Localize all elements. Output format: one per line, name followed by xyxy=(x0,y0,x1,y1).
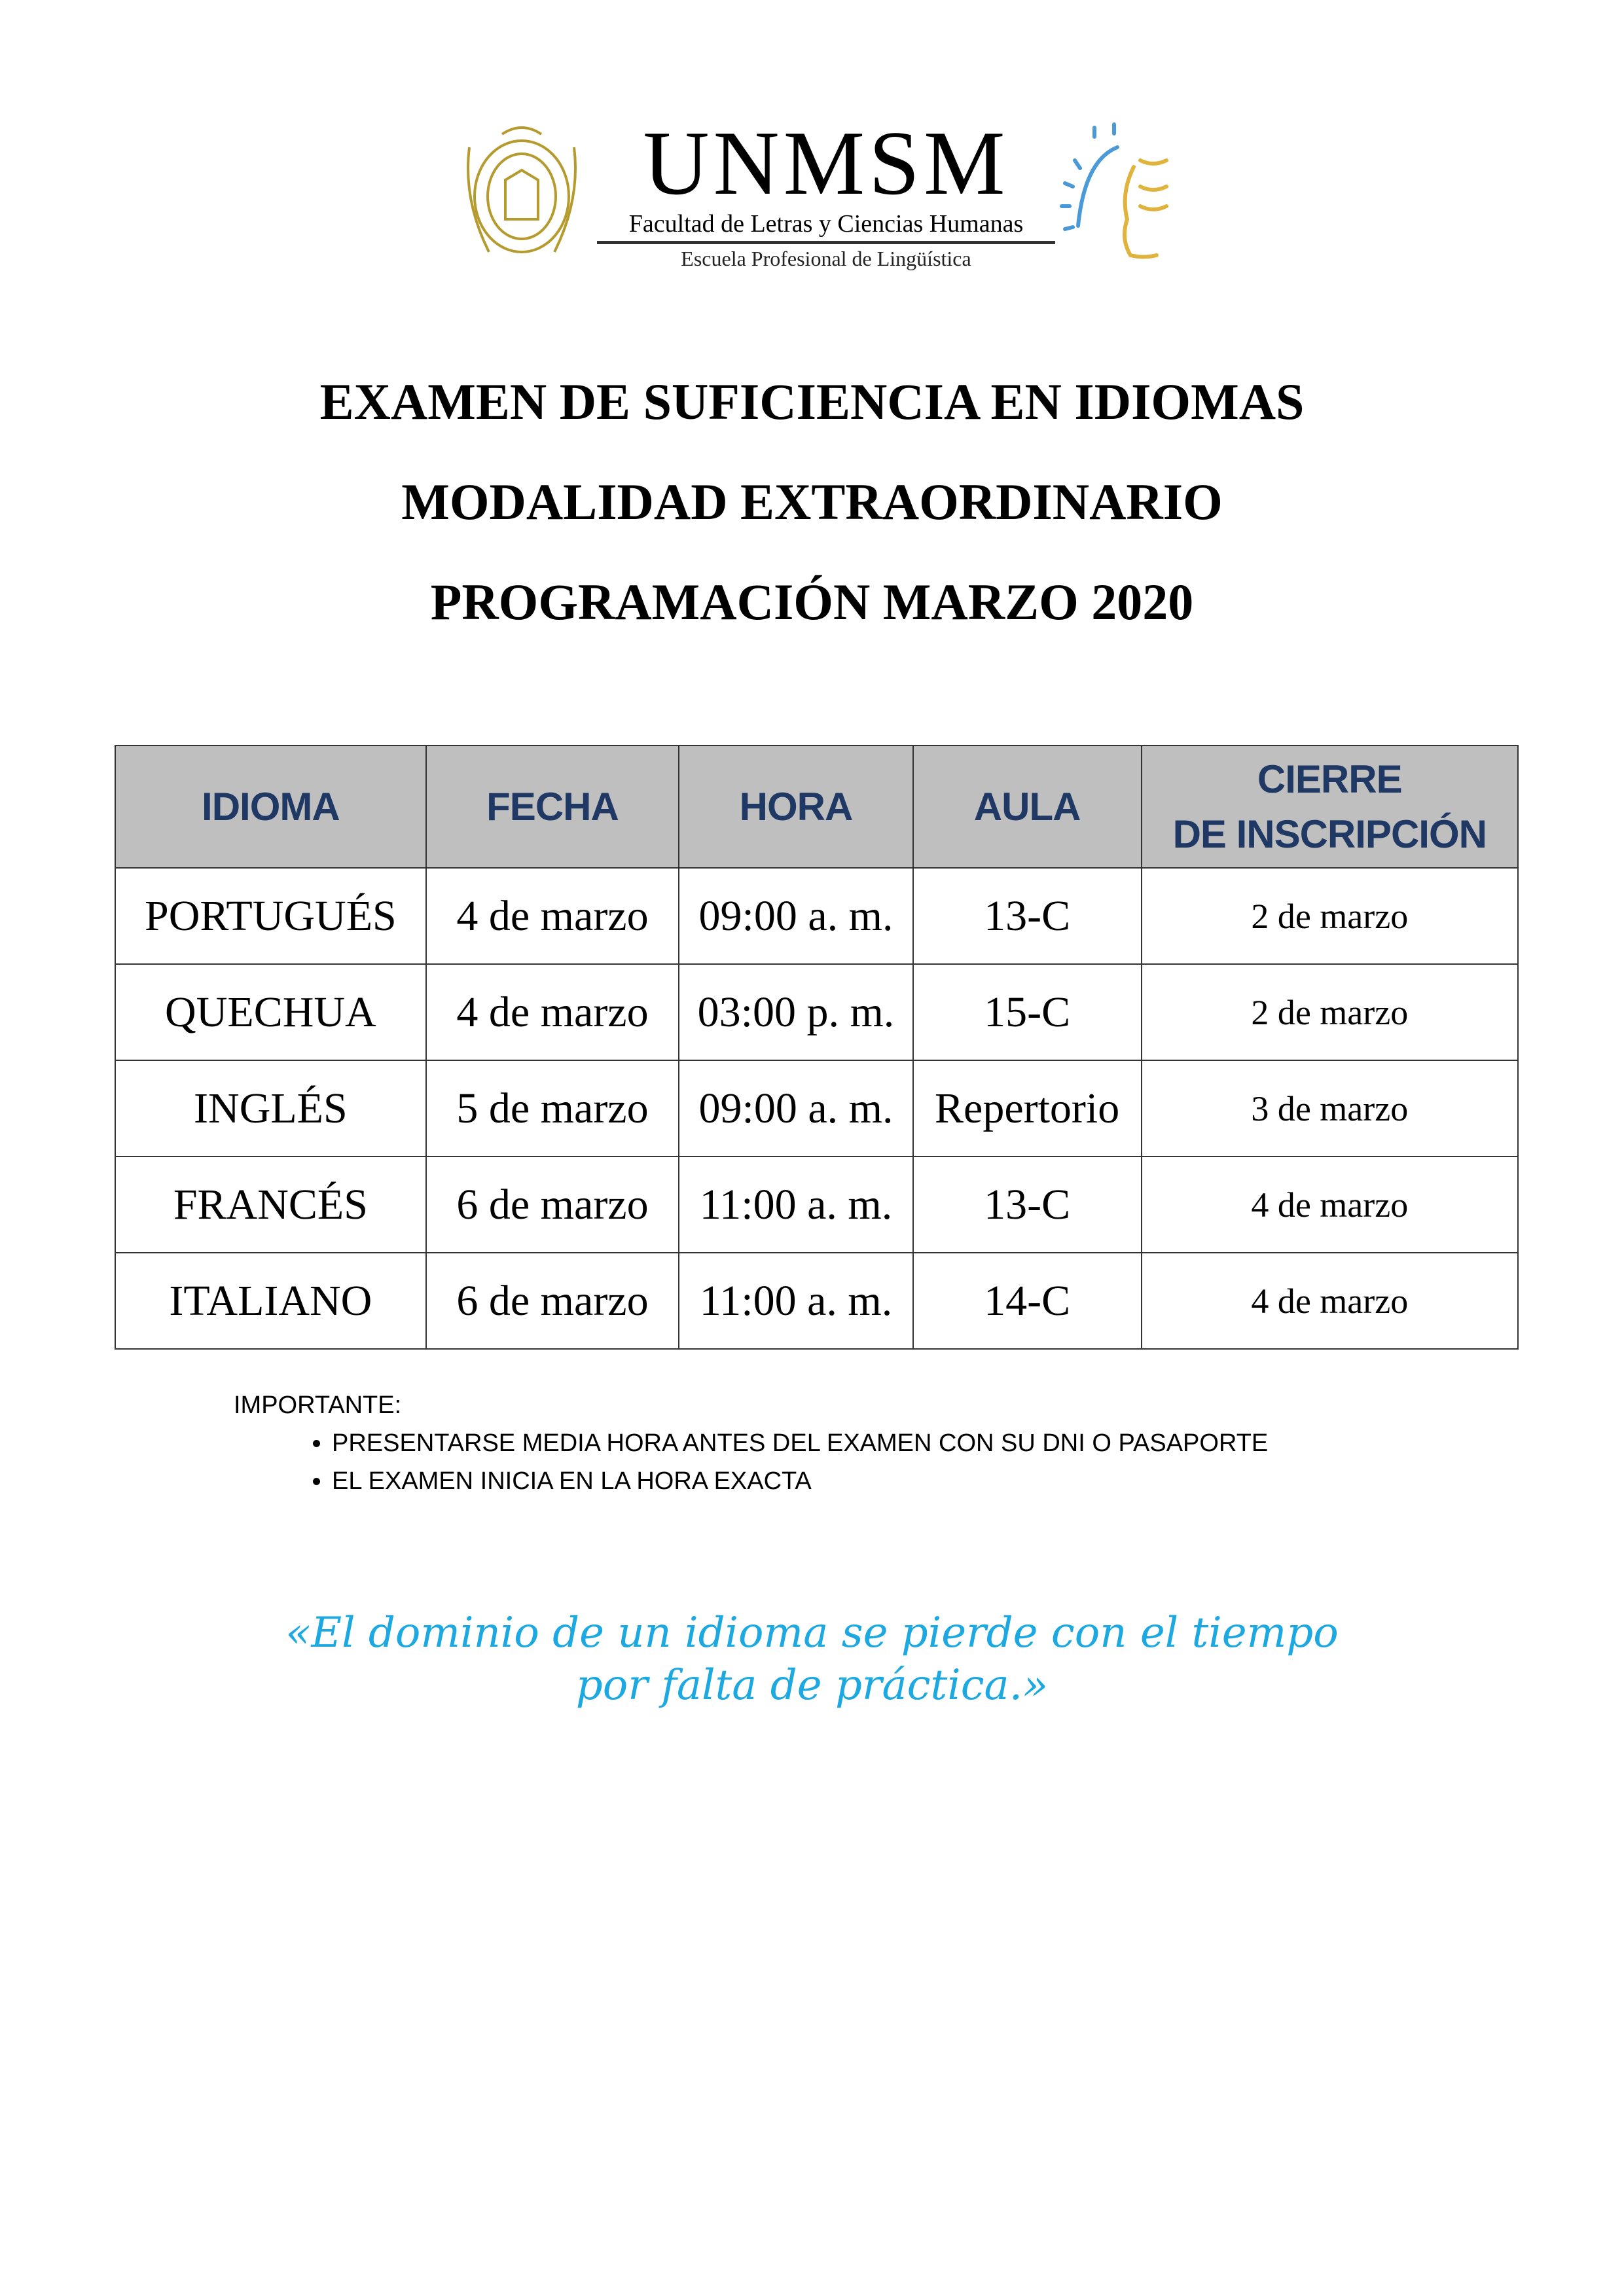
quote: «El dominio de un idioma se pierde con e… xyxy=(0,1607,1624,1712)
cell-idioma: INGLÉS xyxy=(115,1060,427,1157)
table-header-row: IDIOMA FECHA HORA AULA CIERRE DE INSCRIPC… xyxy=(115,745,1519,869)
table-row: FRANCÉS 6 de marzo 11:00 a. m. 13-C 4 de mar… xyxy=(115,1156,1519,1253)
cell-idioma: FRANCÉS xyxy=(115,1156,427,1253)
faculty-name: Facultad de Letras y Ciencias Humanas xyxy=(597,209,1055,244)
linguistics-head-icon xyxy=(1060,122,1168,259)
cell-cierre: 2 de marzo xyxy=(1140,867,1519,965)
cell-idioma: ITALIANO xyxy=(115,1252,427,1350)
table-row: PORTUGUÉS 4 de marzo 09:00 a. m. 13-C 2 de m… xyxy=(115,867,1519,965)
quote-line-2: por falta de práctica.» xyxy=(575,1661,1049,1710)
important-notes: IMPORTANTE: PRESENTARSE MEDIA HORA ANTES… xyxy=(234,1386,1268,1500)
cell-aula: 14-C xyxy=(912,1252,1142,1350)
cell-hora: 11:00 a. m. xyxy=(678,1252,914,1350)
title-line-3: PROGRAMACIÓN MARZO 2020 xyxy=(430,573,1194,630)
cell-cierre: 4 de marzo xyxy=(1140,1252,1519,1350)
cell-cierre: 2 de marzo xyxy=(1140,963,1519,1061)
note-item: PRESENTARSE MEDIA HORA ANTES DEL EXAMEN … xyxy=(332,1424,1268,1462)
header-idioma: IDIOMA xyxy=(115,745,427,869)
schedule-table: IDIOMA FECHA HORA AULA CIERRE DE INSCRIPC… xyxy=(115,745,1519,1350)
header-fecha: FECHA xyxy=(425,745,680,869)
cell-idioma: QUECHUA xyxy=(115,963,427,1061)
header-cierre-line1: CIERRE xyxy=(1257,757,1403,801)
university-seal-icon xyxy=(467,126,577,253)
cell-hora: 09:00 a. m. xyxy=(678,867,914,965)
quote-line-1: «El dominio de un idioma se pierde con e… xyxy=(285,1609,1339,1657)
header-logo: UNMSM Facultad de Letras y Ciencias Huma… xyxy=(456,118,1183,270)
cell-cierre: 4 de marzo xyxy=(1140,1156,1519,1253)
title-line-2: MODALIDAD EXTRAORDINARIO xyxy=(401,473,1223,530)
table-row: INGLÉS 5 de marzo 09:00 a. m. Repertorio 3 d… xyxy=(115,1060,1519,1157)
cell-fecha: 6 de marzo xyxy=(425,1252,680,1350)
header-hora: HORA xyxy=(678,745,914,869)
cell-cierre: 3 de marzo xyxy=(1140,1060,1519,1157)
cell-aula: 13-C xyxy=(912,1156,1142,1253)
cell-aula: 13-C xyxy=(912,867,1142,965)
cell-aula: 15-C xyxy=(912,963,1142,1061)
cell-fecha: 4 de marzo xyxy=(425,963,680,1061)
header-cierre: CIERRE DE INSCRIPCIÓN xyxy=(1140,745,1519,869)
brand-name: UNMSM xyxy=(643,113,1009,214)
note-item: EL EXAMEN INICIA EN LA HORA EXACTA xyxy=(332,1462,1268,1500)
cell-hora: 09:00 a. m. xyxy=(678,1060,914,1157)
brand-block: UNMSM Facultad de Letras y Ciencias Huma… xyxy=(597,118,1055,273)
table-row: QUECHUA 4 de marzo 03:00 p. m. 15-C 2 de mar… xyxy=(115,963,1519,1061)
title-line-1: EXAMEN DE SUFICIENCIA EN IDIOMAS xyxy=(319,373,1305,430)
cell-fecha: 4 de marzo xyxy=(425,867,680,965)
school-name: Escuela Profesional de Lingüística xyxy=(681,247,971,270)
cell-hora: 03:00 p. m. xyxy=(678,963,914,1061)
cell-fecha: 5 de marzo xyxy=(425,1060,680,1157)
table-row: ITALIANO 6 de marzo 11:00 a. m. 14-C 4 de ma… xyxy=(115,1252,1519,1350)
header-cierre-line2: DE INSCRIPCIÓN xyxy=(1172,812,1487,856)
cell-fecha: 6 de marzo xyxy=(425,1156,680,1253)
cell-idioma: PORTUGUÉS xyxy=(115,867,427,965)
cell-hora: 11:00 a. m. xyxy=(678,1156,914,1253)
notes-label: IMPORTANTE: xyxy=(234,1391,402,1419)
header-aula: AULA xyxy=(912,745,1142,869)
cell-aula: Repertorio xyxy=(912,1060,1142,1157)
